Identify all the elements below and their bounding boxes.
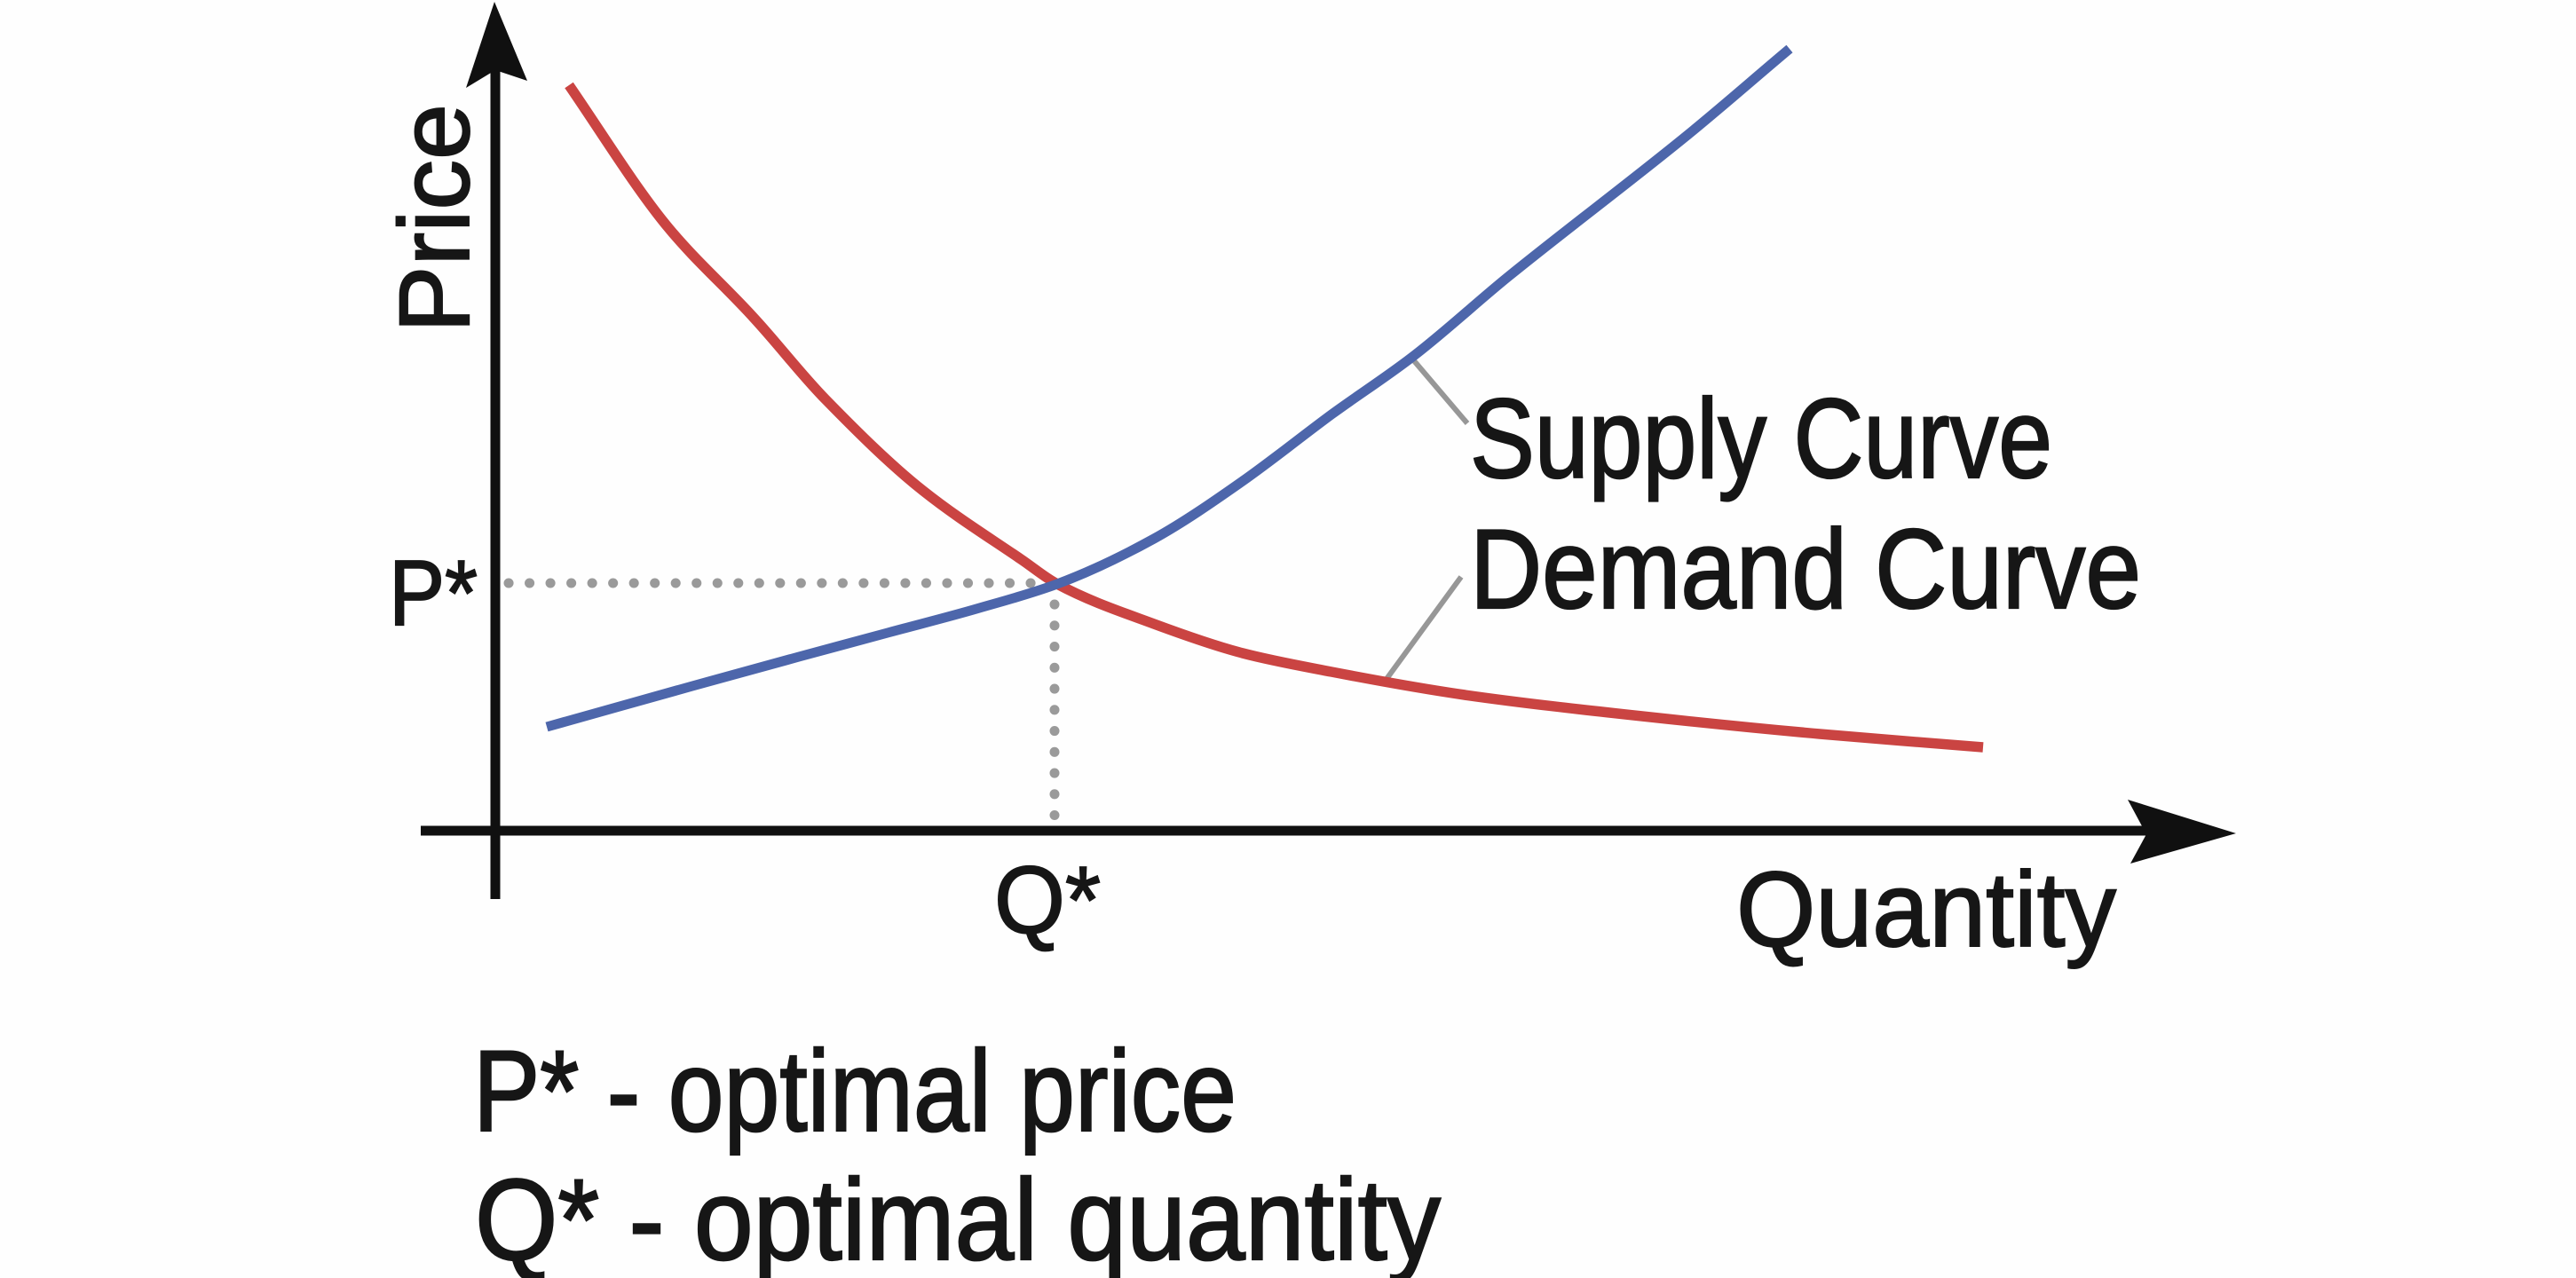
svg-text:Supply Curve: Supply Curve [1470,375,2052,501]
svg-text:Price: Price [379,104,490,333]
svg-text:Quantity: Quantity [1736,850,2116,969]
svg-text:P*: P* [389,541,478,645]
svg-text:Q*: Q* [994,846,1101,953]
svg-text:Q* - optimal quantity: Q* - optimal quantity [475,1155,1441,1278]
svg-text:Demand Curve: Demand Curve [1470,506,2141,632]
svg-text:P* - optimal price: P* - optimal price [473,1026,1237,1156]
